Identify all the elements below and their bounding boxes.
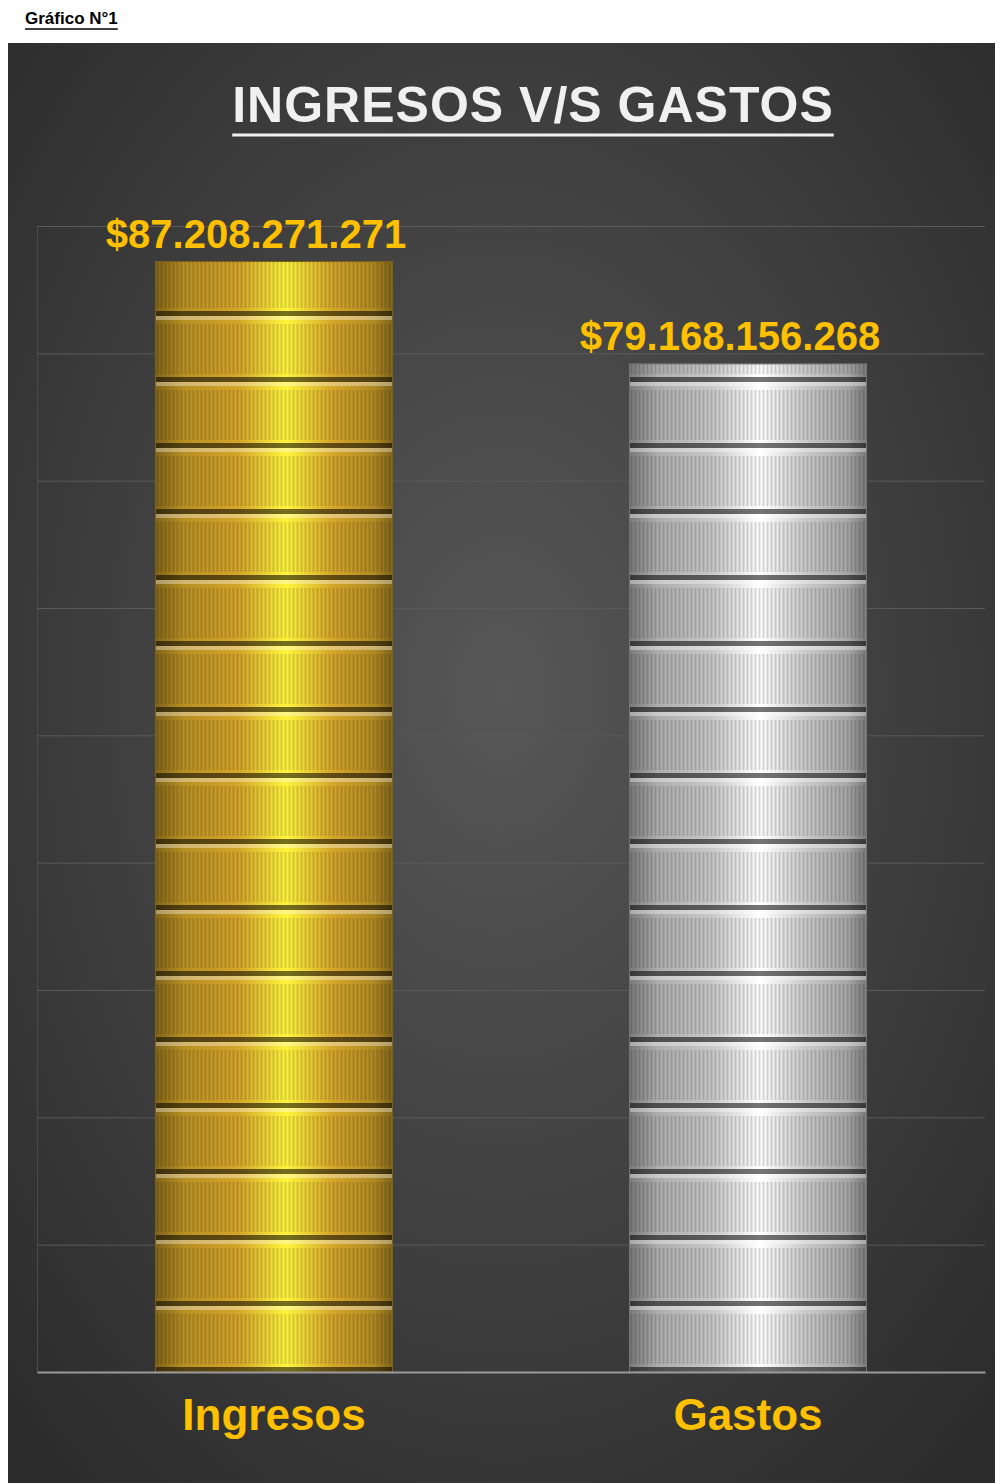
coin-bar <box>630 364 867 1372</box>
bars <box>156 262 867 1372</box>
chart-title: INGRESOS V/S GASTOS <box>232 77 834 133</box>
y-tick <box>37 1372 985 1373</box>
data-label: $79.168.156.268 <box>580 314 880 358</box>
figure-caption: Gráfico N°1 <box>25 9 118 28</box>
data-label: $87.208.271.271 <box>106 212 406 256</box>
grid-line <box>37 1372 985 1373</box>
x-axis: Ingresos Gastos <box>38 1372 986 1439</box>
panel-background <box>8 43 995 1483</box>
data-labels: $87.208.271.271 $79.168.156.268 <box>106 212 880 358</box>
chart-container: Gráfico N°1 INGRESOS V/S GASTOS Ingresos Ga… <box>0 0 1002 1483</box>
caption-underline <box>25 28 118 30</box>
category-label: Gastos <box>673 1390 822 1439</box>
x-axis-line <box>38 1372 986 1374</box>
x-tick: Ingresos <box>182 1372 365 1439</box>
y-axis-line <box>38 227 986 1373</box>
category-label: Ingresos <box>182 1390 365 1439</box>
chart-svg: Gráfico N°1 INGRESOS V/S GASTOS Ingresos Ga… <box>0 0 1002 1483</box>
x-tick: Gastos <box>673 1372 822 1439</box>
title-underline <box>232 134 834 137</box>
coin-bar <box>156 262 393 1372</box>
y-axis <box>37 227 985 1373</box>
